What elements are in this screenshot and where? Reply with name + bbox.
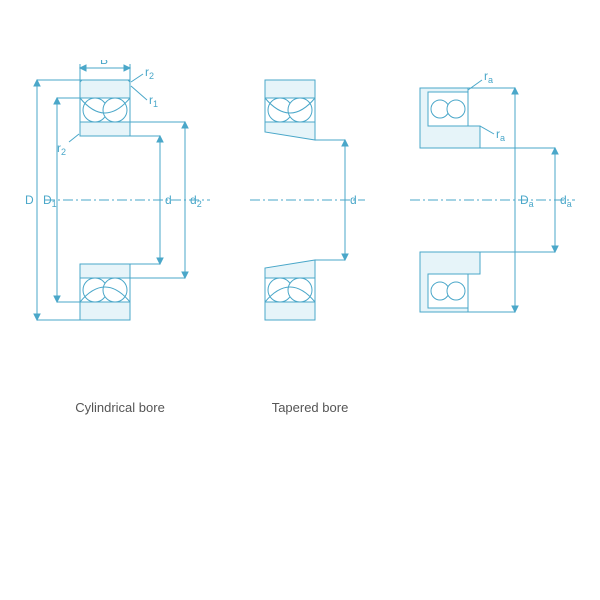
label-tapered-d: d bbox=[350, 193, 357, 207]
label-D: D bbox=[25, 193, 34, 207]
label-Da: D bbox=[520, 193, 529, 207]
label-r2a-sub: 2 bbox=[149, 71, 154, 81]
label-ra2-sub: a bbox=[500, 133, 505, 143]
panel-tapered: d bbox=[250, 60, 370, 340]
svg-text:r2: r2 bbox=[145, 65, 154, 81]
caption-tapered: Tapered bore bbox=[255, 400, 365, 415]
svg-text:r2: r2 bbox=[57, 141, 66, 157]
label-B: B bbox=[100, 60, 108, 67]
panel-annular: ra ra Da da bbox=[410, 60, 580, 340]
svg-text:d2: d2 bbox=[190, 193, 202, 209]
panel-cylindrical: B r1 r2 r2 D bbox=[25, 60, 215, 340]
caption-cylindrical: Cylindrical bore bbox=[55, 400, 185, 415]
svg-text:ra: ra bbox=[484, 69, 493, 85]
svg-text:Da: Da bbox=[520, 193, 534, 209]
svg-text:D1: D1 bbox=[43, 193, 57, 209]
label-r1-sub: 1 bbox=[153, 99, 158, 109]
label-da-sub: a bbox=[567, 199, 572, 209]
label-D1-sub: 1 bbox=[52, 199, 57, 209]
label-d: d bbox=[165, 193, 172, 207]
label-r2b-sub: 2 bbox=[61, 147, 66, 157]
label-ra1-sub: a bbox=[488, 75, 493, 85]
label-d2: d bbox=[190, 193, 197, 207]
label-Da-sub: a bbox=[529, 199, 534, 209]
label-d2-sub: 2 bbox=[197, 199, 202, 209]
svg-text:da: da bbox=[560, 193, 572, 209]
svg-text:ra: ra bbox=[496, 127, 505, 143]
diagram-canvas: B r1 r2 r2 D bbox=[0, 0, 600, 600]
label-da: d bbox=[560, 193, 567, 207]
svg-text:r1: r1 bbox=[149, 93, 158, 109]
label-D1: D bbox=[43, 193, 52, 207]
